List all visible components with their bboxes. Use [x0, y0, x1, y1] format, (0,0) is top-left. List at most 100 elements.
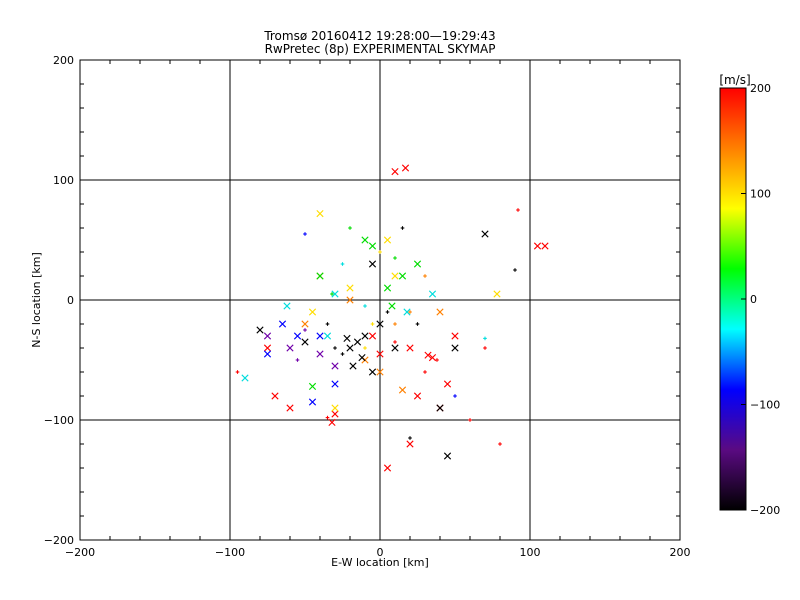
cross-b — [383, 464, 392, 472]
cross-b — [316, 350, 324, 358]
data-point — [391, 272, 399, 280]
cross-b — [286, 404, 294, 412]
data-point — [541, 242, 549, 250]
chart-subtitle: RwPretec (8p) EXPERIMENTAL SKYMAP — [265, 42, 496, 56]
cross-b — [346, 284, 354, 292]
data-point — [428, 290, 437, 298]
x-tick-labels: −200 −100 0 100 200 — [65, 546, 691, 559]
data-point — [376, 350, 384, 358]
cross-b — [308, 382, 317, 390]
cross-b — [428, 290, 437, 298]
data-point — [325, 415, 330, 420]
data-point — [423, 274, 427, 278]
cross-b — [388, 302, 396, 310]
cross-b — [376, 368, 384, 376]
cross-b — [263, 350, 272, 358]
data-point — [235, 370, 240, 374]
data-point — [413, 392, 422, 400]
data-point — [498, 442, 502, 446]
data-point — [451, 344, 459, 352]
cross-b — [301, 338, 309, 346]
cross-b — [308, 308, 317, 316]
grid-lines — [80, 60, 680, 540]
cross-b — [331, 404, 339, 412]
data-point — [393, 322, 397, 326]
data-point — [303, 328, 307, 332]
data-point — [415, 322, 420, 326]
cross-b — [398, 386, 407, 394]
data-point — [408, 310, 412, 314]
cross-b — [316, 332, 324, 340]
data-point — [346, 344, 354, 352]
y-tick-label: 100 — [53, 174, 74, 187]
y-axis-label: N-S location [km] — [30, 252, 43, 348]
data-point — [513, 268, 517, 272]
data-point — [323, 332, 332, 340]
data-point — [283, 302, 291, 310]
cross-b — [443, 452, 452, 460]
data-point — [436, 404, 444, 412]
cross-b — [391, 344, 399, 352]
data-point — [346, 296, 354, 304]
data-point — [533, 242, 542, 250]
cross-b — [376, 350, 384, 358]
data-point — [293, 332, 302, 340]
data-point — [423, 370, 427, 374]
data-point — [340, 262, 345, 266]
data-point — [468, 418, 472, 422]
data-point — [363, 346, 367, 350]
data-point — [368, 242, 377, 250]
data-point — [330, 292, 334, 296]
data-point — [295, 358, 300, 362]
data-point — [483, 336, 487, 341]
data-point — [328, 418, 336, 426]
cross-b — [398, 272, 407, 280]
x-axis-label: E-W location [km] — [331, 556, 429, 569]
cross-b — [413, 392, 422, 400]
data-point — [343, 334, 351, 342]
data-point — [376, 368, 384, 376]
cross-b — [391, 168, 399, 176]
y-tick-label: 200 — [53, 54, 74, 67]
data-point — [391, 344, 399, 352]
cross-b — [383, 236, 392, 244]
cross-b — [358, 354, 366, 362]
cross-b — [308, 398, 317, 406]
cross-b — [293, 332, 302, 340]
data-point — [516, 208, 520, 212]
y-tick-labels: −200 −100 0 100 200 — [44, 54, 74, 547]
y-tick-label: −200 — [44, 534, 74, 547]
cross-b — [361, 332, 369, 340]
cross-b — [493, 290, 501, 298]
cross-b — [424, 351, 432, 359]
data-point — [451, 332, 459, 340]
cross-b — [263, 332, 272, 340]
data-point — [388, 302, 396, 310]
data-point — [331, 404, 339, 412]
data-point — [316, 210, 324, 218]
data-point — [361, 236, 369, 244]
data-point — [286, 344, 294, 352]
data-point — [331, 362, 339, 370]
data-point — [331, 410, 339, 418]
data-point — [401, 164, 410, 172]
data-point — [428, 354, 437, 362]
data-point — [408, 436, 412, 440]
data-point — [398, 386, 407, 394]
x-tick-label: 100 — [520, 546, 541, 559]
cross-b — [451, 344, 459, 352]
cross-b — [349, 362, 357, 370]
data-point — [340, 352, 345, 356]
x-tick-label: −200 — [65, 546, 95, 559]
colorbar-tick-label: −200 — [750, 504, 780, 517]
data-point — [481, 230, 489, 238]
data-point — [368, 368, 377, 376]
data-point — [406, 440, 414, 448]
data-point — [393, 340, 397, 344]
cross-b — [368, 368, 377, 376]
scatter-points — [235, 164, 549, 472]
cross-b — [406, 440, 414, 448]
data-point — [325, 322, 330, 326]
cross-b — [436, 308, 444, 316]
